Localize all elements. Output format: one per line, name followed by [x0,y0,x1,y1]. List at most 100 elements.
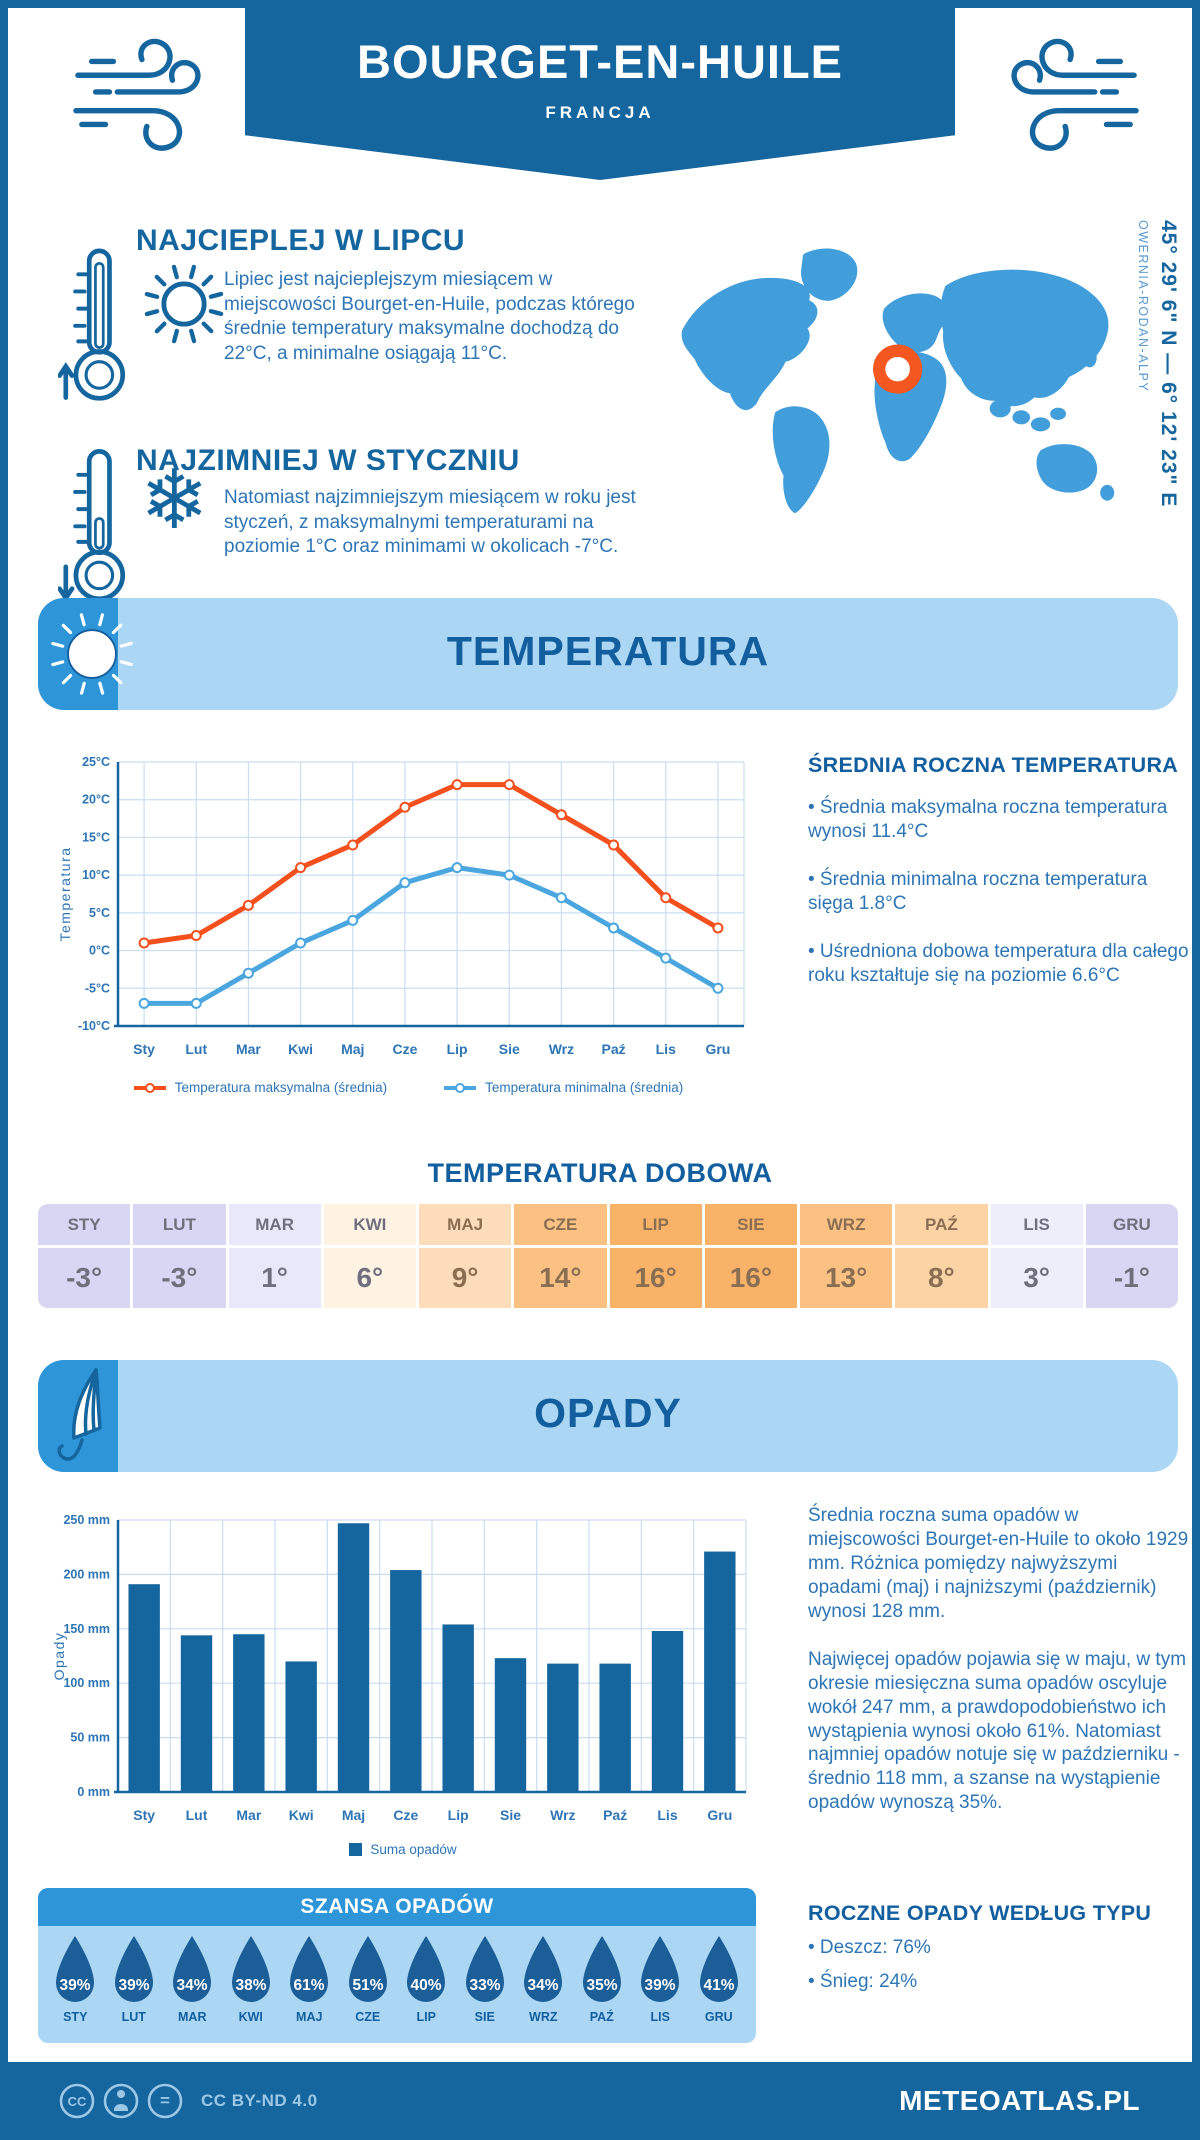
svg-text:Opady: Opady [51,1632,67,1681]
legend-item: Suma opadów [349,1842,457,1857]
thermometer-low-icon [58,449,126,603]
svg-text:Gru: Gru [705,1041,730,1057]
snowflake-icon: ❄ [140,455,209,546]
brand-link[interactable]: METEOATLAS.PL [899,2085,1140,2116]
country-label: FRANCJA [545,103,655,122]
daily-temp-column: MAJ 9° [419,1204,512,1308]
temperature-line-chart: -10°C -5°C 0°C 5°C 10°C 15°C 20°C 25°C Sty Lut Mar… [58,750,758,1068]
daily-temp-column: MAR 1° [228,1204,321,1308]
rain-chance-month: SIE [474,2010,495,2024]
warmest-heading: NAJCIEPLEJ W LIPCU [136,224,466,257]
svg-text:34%: 34% [528,1977,559,1994]
temperature-banner: TEMPERATURA [38,598,1178,710]
svg-text:250 mm: 250 mm [63,1513,110,1527]
coldest-text: Natomiast najzimniejszym miesiącem w rok… [224,487,636,558]
svg-text:Kwi: Kwi [288,1041,313,1057]
rain-chance-drop: 41% GRU [692,1934,746,2024]
svg-text:34%: 34% [177,1977,208,1994]
rain-chance-heading: SZANSA OPADÓW [38,1888,756,1926]
coldest-heading: NAJZIMNIEJ W STYCZNIU [136,444,520,477]
daily-month-label: CZE [514,1204,607,1248]
rain-chance-drop: 39% LUT [107,1934,161,2024]
region-label: OWERNIA-RODAN-ALPY [1136,220,1150,393]
svg-text:Mar: Mar [236,1041,261,1057]
svg-text:15°C: 15°C [82,830,110,844]
daily-month-label: LIS [990,1204,1083,1248]
daily-temp-title: TEMPERATURA DOBOWA [427,1158,773,1188]
precipitation-paragraph: Średnia roczna suma opadów w miejscowośc… [808,1505,1189,1622]
precip-type-bullet: • Śnieg: 24% [808,1970,918,1992]
rain-chance-drop: 38% KWI [224,1934,278,2024]
rain-chance-month: CZE [355,2010,381,2024]
precipitation-text: Średnia roczna suma opadów w miejscowośc… [808,1504,1190,1839]
daily-temp-value: -3° [161,1262,198,1293]
daily-temp-column: PAŹ 8° [895,1204,988,1308]
annual-temp-bullet: • Średnia maksymalna roczna temperatura … [808,797,1168,842]
svg-text:Lut: Lut [185,1041,207,1057]
daily-month-label: GRU [1085,1204,1178,1248]
daily-temp-column: LIP 16° [609,1204,702,1308]
daily-temp-column: SIE 16° [704,1204,797,1308]
rain-chance-month: LIS [650,2010,670,2024]
precipitation-bar-chart: 0 mm 50 mm 100 mm 150 mm 200 mm 250 mm Sty Lut M… [48,1506,758,1836]
daily-temp-value: 16° [729,1262,773,1293]
svg-text:-10°C: -10°C [78,1019,110,1033]
daily-temp-table: STY -3° LUT -3° MAR 1° KWI 6° MAJ 9° CZE 14° LIP 16° S… [38,1204,1178,1308]
daily-temp-value: 1° [261,1262,289,1293]
svg-text:Maj: Maj [342,1807,365,1823]
daily-month-label: MAR [228,1204,321,1248]
daily-month-label: LUT [133,1204,226,1248]
svg-text:Lis: Lis [657,1807,677,1823]
umbrella-icon [57,1368,102,1461]
rain-chance-month: MAJ [296,2010,323,2024]
svg-text:33%: 33% [469,1977,500,1994]
svg-text:Wrz: Wrz [549,1041,574,1057]
daily-temp-column: GRU -1° [1085,1204,1178,1308]
svg-text:50 mm: 50 mm [70,1731,110,1745]
svg-text:39%: 39% [118,1977,149,1994]
precipitation-banner-title: OPADY [534,1390,682,1436]
world-map [681,248,1115,513]
rain-chance-drop: 61% MAJ [282,1934,336,2024]
annual-temp-bullet: • Uśredniona dobowa temperatura dla całe… [808,940,1189,986]
svg-text:35%: 35% [586,1977,617,1994]
daily-month-label: MAJ [419,1204,512,1248]
daily-temp-value: 13° [824,1262,868,1293]
svg-text:40%: 40% [411,1977,442,1994]
svg-text:5°C: 5°C [89,906,110,920]
daily-month-label: WRZ [800,1204,893,1248]
svg-text:Gru: Gru [707,1807,732,1823]
legend-item: Temperatura minimalna (średnia) [443,1080,683,1095]
svg-text:Sty: Sty [133,1807,155,1823]
daily-month-label: SIE [704,1204,797,1248]
svg-text:0 mm: 0 mm [77,1785,110,1799]
annual-temp-heading: ŚREDNIA ROCZNA TEMPERATURA [808,753,1179,777]
svg-text:39%: 39% [645,1977,676,1994]
sun-icon [51,613,133,695]
precip-by-type-bullets: • Deszcz: 76% • Śnieg: 24% [808,1936,1190,2018]
rain-chance-month: LUT [121,2010,146,2024]
svg-text:25°C: 25°C [82,755,110,769]
rain-chance-month: PAŹ [589,2010,614,2024]
svg-text:0°C: 0°C [89,944,110,958]
temperature-banner-title: TEMPERATURA [446,628,770,674]
wind-icon [73,38,201,151]
rain-chance-drop: 34% WRZ [516,1934,570,2024]
temperature-chart-legend: Temperatura maksymalna (średnia) Temperat… [58,1080,758,1095]
precipitation-chart-legend: Suma opadów [48,1842,758,1857]
precipitation-banner: OPADY [38,1360,1178,1472]
sun-icon [144,264,224,344]
license-label[interactable]: CC BY-ND 4.0 [201,2091,318,2110]
daily-month-label: KWI [323,1204,416,1248]
rain-chance-drop: 39% STY [48,1934,102,2024]
daily-temp-value: 16° [634,1262,677,1293]
svg-text:Lip: Lip [448,1807,469,1823]
daily-temp-column: WRZ 13° [800,1204,893,1308]
rain-chance-drop: 33% SIE [458,1934,512,2024]
cc-license-icons: CC = [59,2083,183,2119]
legend-item: Temperatura maksymalna (średnia) [133,1080,387,1095]
svg-text:38%: 38% [235,1977,266,1994]
svg-text:Sie: Sie [500,1807,521,1823]
license-block[interactable]: CC = CC BY-ND 4.0 [55,2079,318,2123]
